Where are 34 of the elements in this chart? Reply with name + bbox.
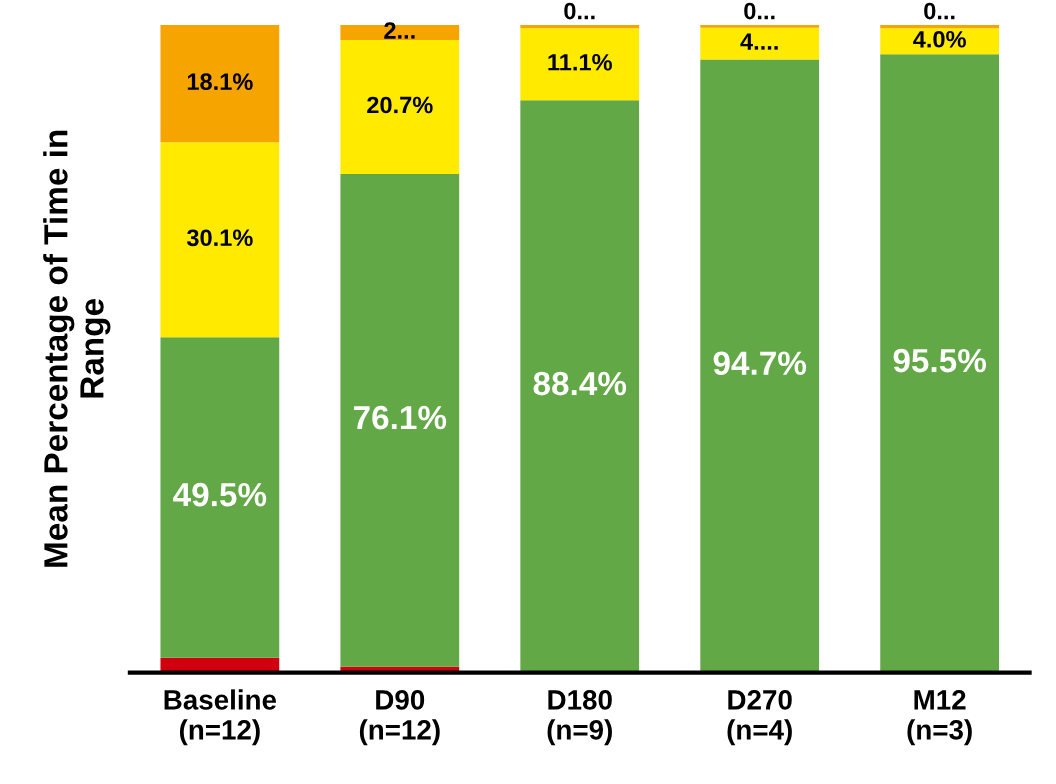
bar <box>160 25 280 143</box>
data-label: 4.0% <box>913 30 966 48</box>
data-label: 18.1% <box>187 73 253 91</box>
bar <box>160 337 280 658</box>
bar <box>340 174 460 667</box>
data-label: 95.5% <box>893 348 987 373</box>
x-tick-label: D270 (n=4) <box>727 690 792 746</box>
data-label: 0... <box>744 2 775 20</box>
bar <box>880 25 1000 29</box>
data-label: 88.4% <box>533 371 627 396</box>
bar <box>340 39 460 175</box>
data-label: 30.1% <box>186 229 253 247</box>
bar <box>700 59 820 673</box>
y-axis-title: Mean Percentage of Time in Range <box>43 130 111 567</box>
data-label: 4.... <box>740 33 778 50</box>
data-label: 94.7% <box>713 351 807 375</box>
data-label: 2... <box>384 22 415 39</box>
x-tick-label: D180 (n=9) <box>547 690 612 746</box>
data-label: 49.5% <box>173 482 267 507</box>
bar <box>880 54 1000 673</box>
x-tick-label: M12 (n=3) <box>907 690 972 746</box>
data-label: 20.7% <box>367 96 433 114</box>
x-tick-label: Baseline (n=12) <box>164 689 277 746</box>
bar <box>700 25 820 28</box>
bar <box>520 28 640 101</box>
bar <box>520 100 640 673</box>
data-label: 0... <box>924 2 955 20</box>
data-label: 76.1% <box>353 405 447 430</box>
data-label: 0... <box>564 2 595 20</box>
data-label: 11.1% <box>548 53 612 71</box>
bar <box>160 142 280 338</box>
bar <box>700 27 820 60</box>
x-tick-label: D90 (n=12) <box>359 690 440 746</box>
bar <box>520 25 640 29</box>
